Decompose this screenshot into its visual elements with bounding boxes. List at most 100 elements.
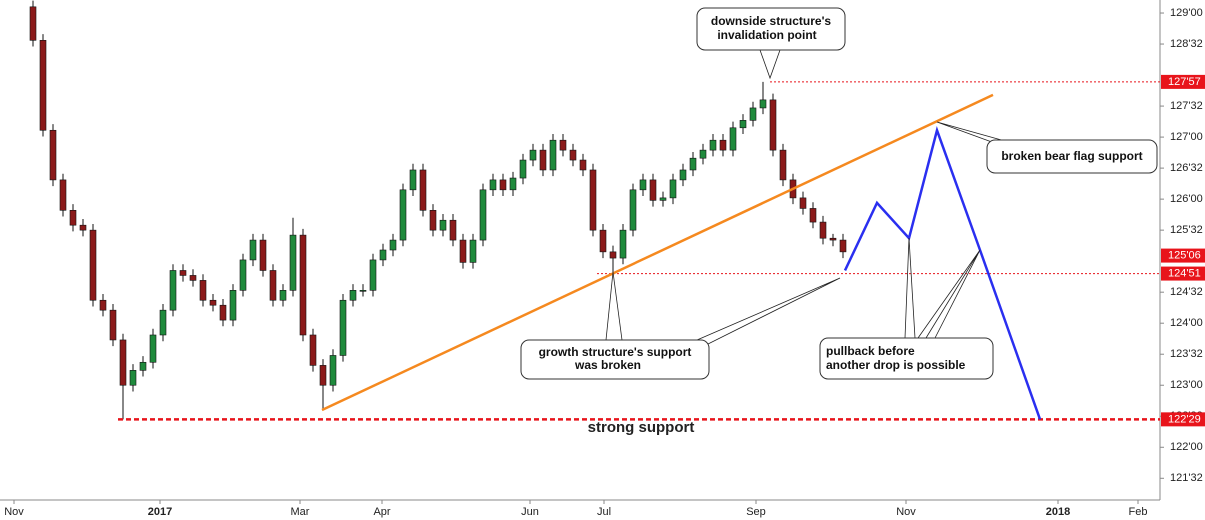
callout-pointer <box>759 49 781 80</box>
callout-pointer <box>605 271 841 345</box>
candle-body <box>699 149 707 159</box>
price-tag <box>1161 266 1205 281</box>
candle-body <box>149 334 157 363</box>
y-tick-label: 122'00 <box>1170 441 1203 453</box>
y-tick-label: 127'32 <box>1170 100 1203 112</box>
candle-body <box>159 309 167 336</box>
candle-body <box>489 179 497 191</box>
callout-text: was broken <box>574 358 641 372</box>
candle-body <box>389 239 397 251</box>
candle-body <box>449 219 457 241</box>
y-tick-label: 124'32 <box>1170 286 1203 298</box>
candle-body <box>779 149 787 181</box>
candle-body <box>669 179 677 199</box>
y-tick-label: 126'32 <box>1170 162 1203 174</box>
y-tick-label: 127'00 <box>1170 131 1203 143</box>
candle-body <box>359 290 367 292</box>
price-tag-label: 127'57 <box>1168 76 1201 88</box>
candle-body <box>579 159 587 171</box>
candle-body <box>799 197 807 209</box>
candle-body <box>729 127 737 151</box>
candle-body <box>419 169 427 211</box>
callouts: downside structure's invalidation point … <box>520 7 1158 380</box>
candle-body <box>829 237 837 241</box>
candle-body <box>819 221 827 239</box>
candle-body <box>269 270 277 301</box>
price-tag <box>1161 74 1205 89</box>
y-tick-label: 121'32 <box>1170 472 1203 484</box>
candle-body <box>479 189 487 241</box>
callout-text: pullback before <box>826 344 915 358</box>
candle-body <box>99 299 107 311</box>
candle-body <box>139 361 147 371</box>
candle-body <box>749 107 757 121</box>
candle-body <box>119 339 127 386</box>
candle-body <box>609 251 617 259</box>
candle-body <box>129 370 137 386</box>
y-tick-label: 123'00 <box>1170 379 1203 391</box>
candle-body <box>229 290 237 321</box>
candle-body <box>759 99 767 109</box>
candle-body <box>319 365 327 386</box>
candle-body <box>339 299 347 356</box>
candle-body <box>109 309 117 341</box>
candle-body <box>369 259 377 291</box>
candle-body <box>209 299 217 306</box>
x-tick-label: Mar <box>291 506 310 518</box>
candle-body <box>69 209 77 226</box>
candle-body <box>649 179 657 201</box>
candle-body <box>329 355 337 386</box>
y-tick-label: 123'32 <box>1170 348 1203 360</box>
candle-body <box>769 99 777 151</box>
candle-body <box>739 120 747 129</box>
candle-body <box>199 280 207 301</box>
candle-body <box>439 219 447 231</box>
candle-body <box>79 224 87 231</box>
x-tick-label: Apr <box>373 506 390 518</box>
callout-box <box>986 139 1158 174</box>
callout-box <box>696 7 846 51</box>
x-tick-label: Nov <box>896 506 916 518</box>
candle-body <box>559 139 567 151</box>
candle-body <box>239 259 247 291</box>
callout-pointer <box>936 121 1006 146</box>
candle-body <box>259 239 267 271</box>
candle-body <box>549 139 557 171</box>
callout-pointer <box>904 237 981 339</box>
x-tick-label: 2018 <box>1046 506 1070 518</box>
candle-body <box>459 239 467 263</box>
callout-box <box>520 339 710 380</box>
candle-body <box>409 169 417 191</box>
callout-text: invalidation point <box>717 28 816 42</box>
candle-body <box>39 40 47 131</box>
candle-body <box>679 169 687 181</box>
trend-line <box>321 93 994 412</box>
candle-body <box>49 129 57 181</box>
candle-body <box>309 334 317 366</box>
candle-body <box>599 229 607 253</box>
candle-body <box>349 290 357 301</box>
price-tag-label: 125'06 <box>1168 249 1201 261</box>
candle-body <box>629 189 637 231</box>
candle-body <box>469 239 477 263</box>
projection-line <box>843 126 1042 420</box>
candle-body <box>219 304 227 321</box>
y-tick-label: 128'32 <box>1170 38 1203 50</box>
candle-body <box>639 179 647 191</box>
callout-text: growth structure's support <box>539 345 692 359</box>
callout-text: another drop is possible <box>826 358 966 372</box>
candle-body <box>499 179 507 191</box>
candle-body <box>839 239 847 253</box>
callout-text: downside structure's <box>711 14 832 28</box>
candle-body <box>519 159 527 179</box>
candle-body <box>399 189 407 241</box>
price-tag <box>1161 248 1205 263</box>
y-tick-label: 126'00 <box>1170 193 1203 205</box>
callout-text: broken bear flag support <box>1001 149 1142 163</box>
plot-area <box>29 0 847 420</box>
x-tick-label: Sep <box>746 506 766 518</box>
x-tick-label: Jul <box>597 506 611 518</box>
candle-body <box>569 149 577 161</box>
y-tick-label: 129'00 <box>1170 7 1203 19</box>
